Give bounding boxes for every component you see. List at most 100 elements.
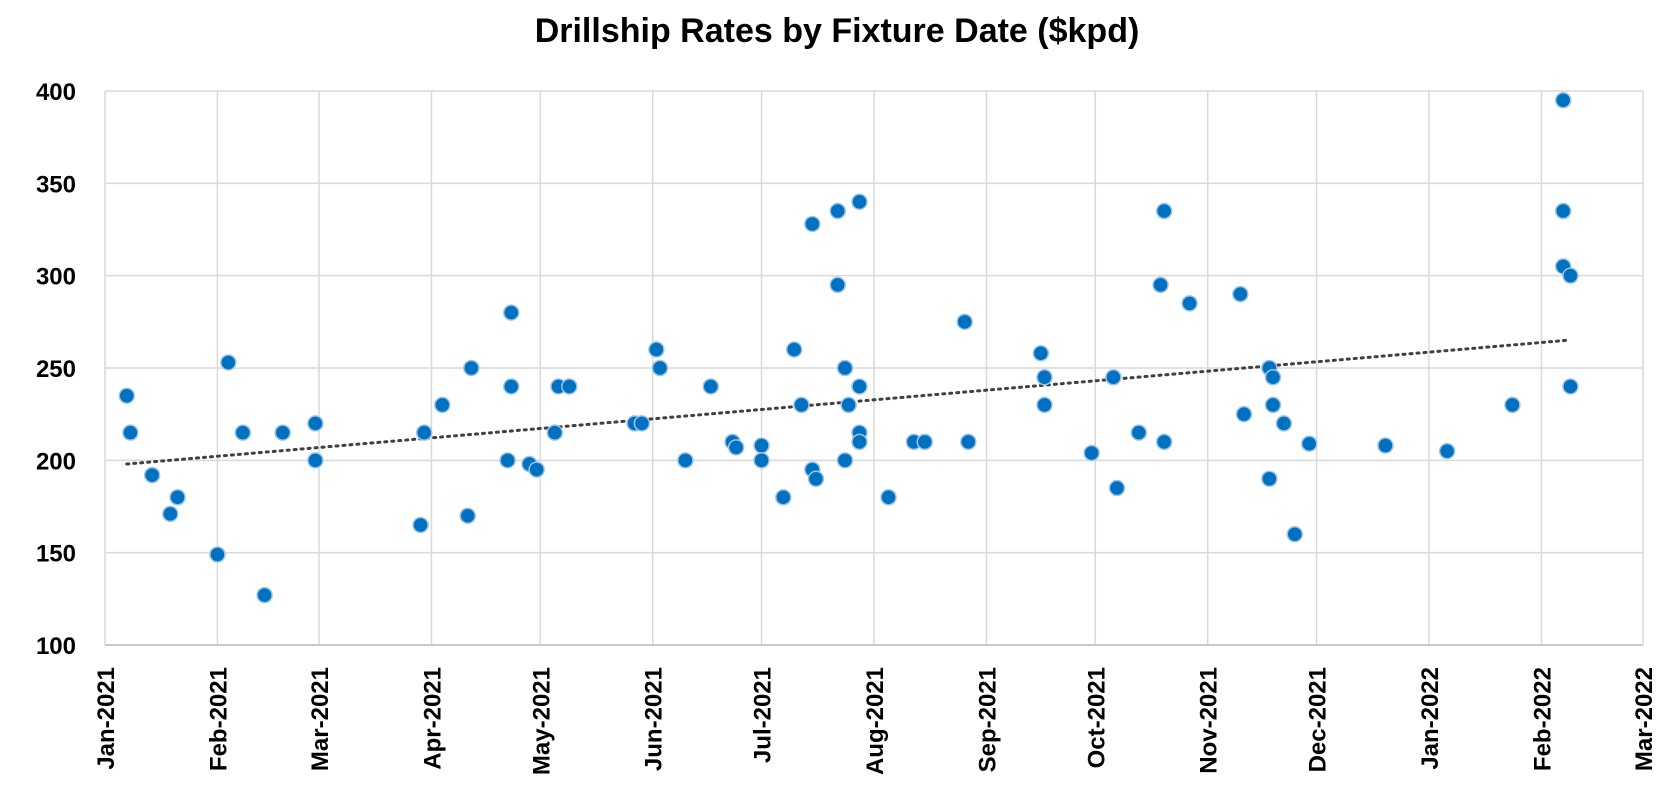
- data-point: [412, 516, 429, 534]
- data-point: [561, 378, 578, 395]
- data-point: [415, 424, 433, 441]
- data-point: [785, 341, 803, 358]
- data-point: [1554, 202, 1572, 220]
- data-point: [1152, 276, 1169, 294]
- data-point: [1301, 435, 1318, 452]
- x-tick-label: Aug-2021: [862, 667, 889, 775]
- y-tick-label: 200: [36, 448, 76, 475]
- data-point: [234, 424, 252, 441]
- data-point: [648, 341, 665, 358]
- data-point: [1504, 396, 1521, 414]
- x-tick-label: Feb-2021: [205, 667, 232, 771]
- x-tick-label: Sep-2021: [974, 667, 1001, 772]
- data-point: [633, 415, 651, 432]
- x-axis-tick-labels: Jan-2021 Feb-2021 Mar-2021 Apr-2021 May-2021…: [93, 667, 1658, 775]
- chart-title: Drillship Rates by Fixture Date ($kpd): [535, 12, 1140, 50]
- data-point: [960, 433, 977, 451]
- data-point: [1155, 433, 1173, 451]
- data-point: [916, 433, 934, 451]
- data-point: [836, 452, 854, 469]
- x-tick-label: Mar-2022: [1631, 667, 1658, 771]
- data-point: [829, 202, 846, 220]
- data-point: [1438, 442, 1456, 460]
- data-point: [1562, 378, 1579, 395]
- x-tick-label: Jun-2021: [641, 667, 668, 771]
- data-point: [434, 396, 451, 414]
- data-point: [804, 215, 821, 233]
- data-point: [1554, 91, 1572, 109]
- data-point: [702, 378, 720, 395]
- data-point: [118, 387, 136, 404]
- x-tick-label: Jan-2022: [1417, 667, 1444, 770]
- data-point: [851, 378, 868, 395]
- x-tick-label: Dec-2021: [1305, 667, 1332, 772]
- x-tick-label: Feb-2022: [1529, 667, 1556, 771]
- data-point: [1108, 479, 1126, 497]
- x-tick-label: Oct-2021: [1083, 667, 1110, 768]
- data-point: [753, 452, 770, 469]
- data-point: [1275, 415, 1293, 432]
- data-point: [1562, 267, 1579, 284]
- data-point: [1261, 470, 1278, 488]
- data-point: [1155, 202, 1173, 220]
- data-point: [775, 489, 792, 506]
- data-point: [651, 359, 669, 377]
- y-tick-label: 250: [36, 356, 76, 383]
- data-point: [1130, 424, 1148, 441]
- data-point: [528, 461, 545, 478]
- data-point: [677, 452, 694, 469]
- data-point: [1032, 344, 1050, 362]
- y-tick-label: 300: [36, 264, 76, 291]
- data-point: [459, 507, 476, 524]
- data-point: [851, 433, 868, 451]
- data-point: [840, 396, 857, 414]
- data-point: [1264, 396, 1282, 414]
- data-point: [143, 466, 161, 484]
- data-point: [1083, 444, 1100, 462]
- data-points: [118, 91, 1579, 604]
- data-point: [793, 396, 810, 414]
- data-point: [1105, 368, 1122, 386]
- data-point: [274, 424, 291, 441]
- x-tick-label: May-2021: [528, 667, 555, 775]
- data-point: [122, 424, 139, 441]
- data-point: [1377, 437, 1394, 454]
- data-point: [1264, 368, 1282, 386]
- data-point: [807, 470, 825, 488]
- gridlines: [104, 90, 1644, 646]
- data-point: [503, 378, 520, 395]
- data-point: [162, 505, 179, 523]
- data-point: [169, 489, 186, 506]
- x-tick-label: Apr-2021: [419, 667, 446, 770]
- y-tick-label: 100: [36, 633, 76, 660]
- data-point: [1232, 285, 1249, 303]
- data-point: [463, 359, 480, 377]
- data-point: [753, 437, 770, 454]
- data-point: [851, 193, 868, 211]
- data-point: [499, 452, 516, 469]
- y-axis-tick-labels: 100 150 200 250 300 350 400: [36, 79, 76, 660]
- data-point: [880, 489, 897, 506]
- x-tick-label: Jan-2021: [93, 667, 120, 770]
- data-point: [1286, 525, 1304, 543]
- y-tick-label: 350: [36, 171, 76, 198]
- data-point: [220, 354, 237, 371]
- x-tick-label: Mar-2021: [307, 667, 334, 771]
- data-point: [546, 424, 564, 441]
- data-point: [836, 359, 854, 377]
- x-tick-label: Jul-2021: [750, 667, 777, 763]
- data-point: [1181, 295, 1198, 312]
- data-point: [307, 452, 324, 469]
- data-point: [829, 276, 846, 294]
- y-tick-label: 150: [36, 541, 76, 568]
- data-point: [1036, 368, 1053, 386]
- data-point: [256, 586, 273, 604]
- data-point: [1036, 396, 1053, 414]
- y-tick-label: 400: [36, 79, 76, 106]
- data-point: [209, 546, 226, 563]
- data-point: [727, 439, 745, 456]
- x-tick-label: Nov-2021: [1196, 667, 1223, 774]
- data-point: [1235, 405, 1253, 423]
- data-point: [956, 313, 973, 331]
